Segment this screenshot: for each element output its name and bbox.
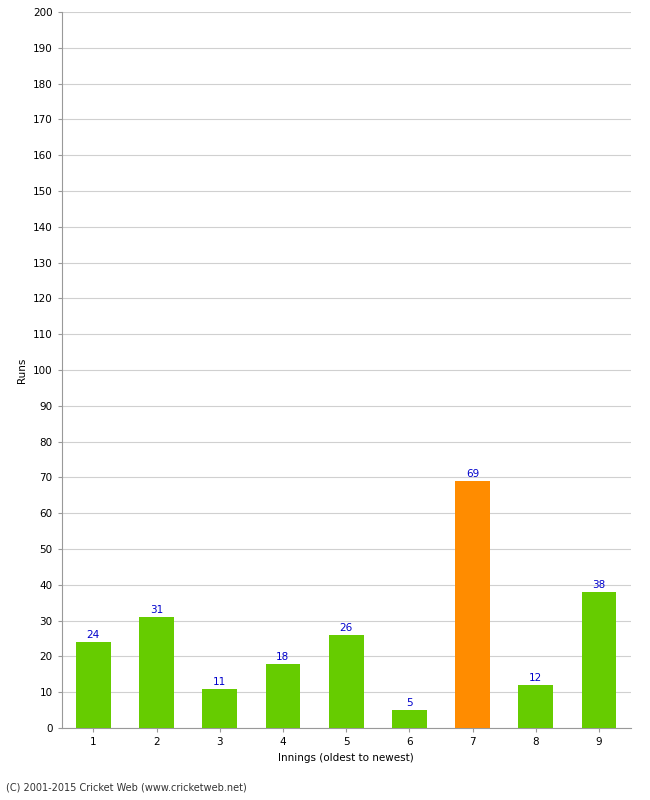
Bar bbox=[202, 689, 237, 728]
Bar bbox=[455, 481, 490, 728]
Text: 11: 11 bbox=[213, 677, 226, 687]
Text: 5: 5 bbox=[406, 698, 413, 708]
Text: 18: 18 bbox=[276, 652, 289, 662]
X-axis label: Innings (oldest to newest): Innings (oldest to newest) bbox=[278, 753, 414, 762]
Bar bbox=[139, 617, 174, 728]
Text: 69: 69 bbox=[466, 469, 479, 479]
Bar bbox=[518, 685, 553, 728]
Text: 26: 26 bbox=[339, 623, 353, 633]
Bar bbox=[582, 592, 616, 728]
Bar bbox=[329, 635, 363, 728]
Text: 12: 12 bbox=[529, 674, 542, 683]
Text: 31: 31 bbox=[150, 606, 163, 615]
Text: (C) 2001-2015 Cricket Web (www.cricketweb.net): (C) 2001-2015 Cricket Web (www.cricketwe… bbox=[6, 782, 247, 792]
Bar bbox=[76, 642, 111, 728]
Text: 24: 24 bbox=[86, 630, 100, 640]
Bar bbox=[392, 710, 426, 728]
Text: 38: 38 bbox=[592, 580, 606, 590]
Bar bbox=[266, 663, 300, 728]
Y-axis label: Runs: Runs bbox=[18, 358, 27, 382]
